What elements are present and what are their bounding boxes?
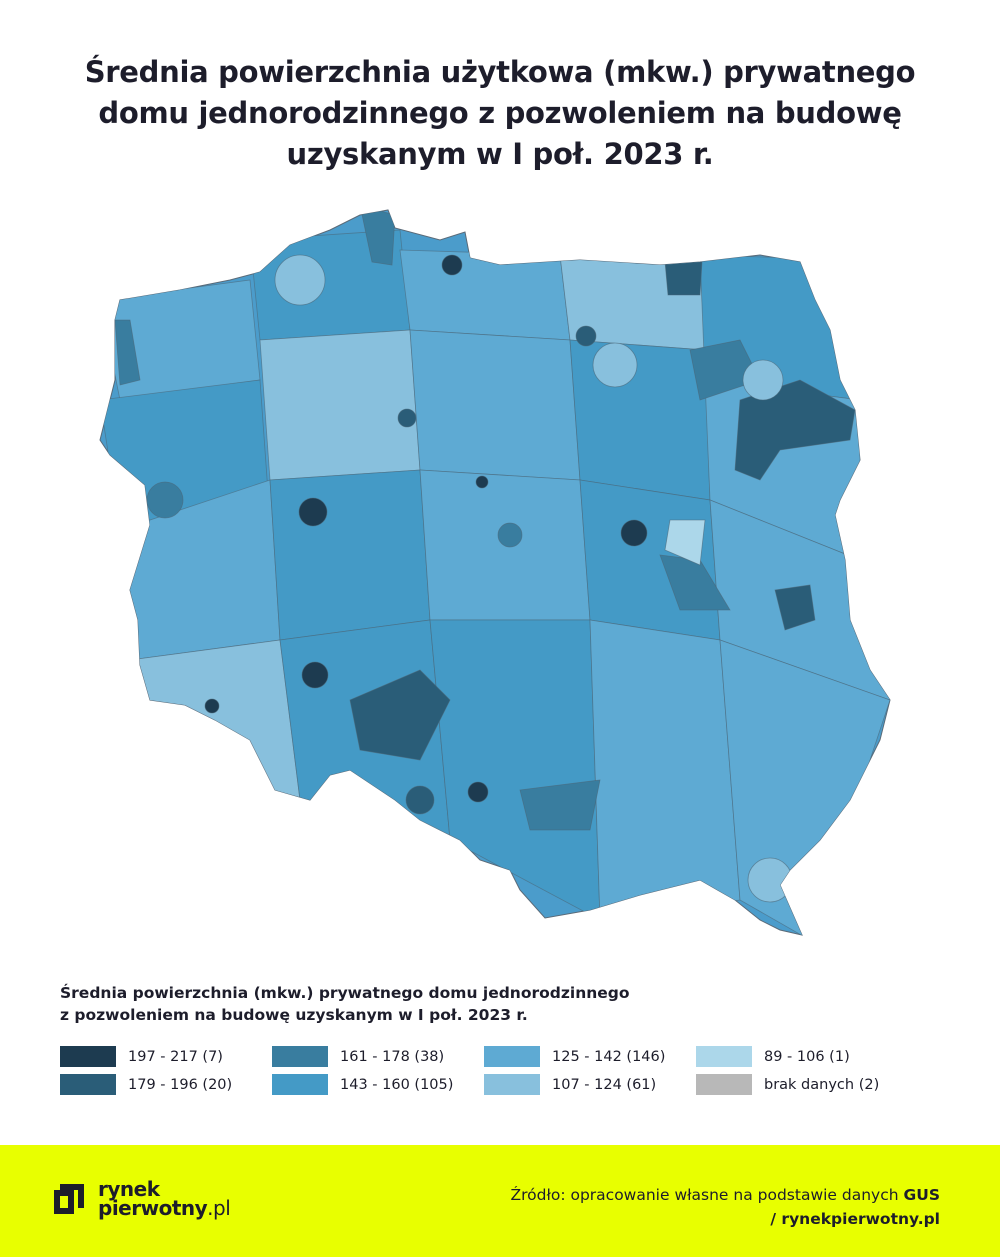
region	[259, 329, 421, 481]
legend-item: 197 - 217 (7)	[60, 1044, 272, 1069]
region	[747, 857, 793, 903]
legend-title-line: Średnia powierzchnia (mkw.) prywatnego d…	[60, 984, 630, 1002]
region	[589, 619, 741, 921]
region	[497, 522, 523, 548]
title: Średnia powierzchnia użytkowa (mkw.) pry…	[0, 52, 1000, 175]
legend-swatch	[60, 1074, 116, 1095]
region	[114, 319, 141, 386]
footer: rynek pierwotny.pl Źródło: opracowanie w…	[0, 1145, 1000, 1257]
map	[99, 209, 891, 936]
region	[399, 249, 571, 341]
city	[441, 254, 463, 276]
legend-item: 125 - 142 (146)	[484, 1044, 696, 1069]
region	[269, 469, 431, 641]
region	[519, 779, 601, 831]
city	[397, 408, 417, 428]
logo-icon	[54, 1184, 84, 1214]
legend-swatch	[272, 1074, 328, 1095]
legend-swatch	[484, 1046, 540, 1067]
region	[734, 379, 856, 481]
legend: Średnia powierzchnia (mkw.) prywatnego d…	[60, 982, 940, 1097]
region	[664, 519, 706, 566]
region	[569, 339, 711, 501]
source: Źródło: opracowanie własne na podstawie …	[510, 1183, 940, 1231]
region	[742, 359, 784, 401]
city	[467, 781, 489, 803]
logo: rynek pierwotny.pl	[52, 1177, 231, 1220]
city	[620, 519, 648, 547]
source-bold: GUS	[903, 1186, 940, 1204]
city	[575, 325, 597, 347]
legend-item: 179 - 196 (20)	[60, 1072, 272, 1097]
region	[359, 210, 396, 266]
site: / rynekpierwotny.pl	[770, 1210, 940, 1228]
region	[129, 639, 301, 801]
legend-label: 107 - 124 (61)	[552, 1076, 657, 1093]
legend-item: 89 - 106 (1)	[696, 1044, 908, 1069]
legend-label: 143 - 160 (105)	[340, 1076, 454, 1093]
city	[475, 475, 489, 489]
region	[429, 619, 601, 921]
region	[774, 584, 816, 631]
legend-title: Średnia powierzchnia (mkw.) prywatnego d…	[60, 982, 940, 1026]
region	[409, 329, 581, 481]
legend-label: 161 - 178 (38)	[340, 1048, 445, 1065]
legend-item: 107 - 124 (61)	[484, 1072, 696, 1097]
legend-swatch	[484, 1074, 540, 1095]
city	[301, 661, 329, 689]
legend-item: 161 - 178 (38)	[272, 1044, 484, 1069]
title-line: uzyskanym w I poł. 2023 r.	[286, 137, 714, 171]
title-line: Średnia powierzchnia użytkowa (mkw.) pry…	[84, 55, 916, 89]
city	[298, 497, 328, 527]
logo-bottom: pierwotny	[98, 1196, 208, 1220]
legend-title-line: z pozwoleniem na budowę uzyskanym w I po…	[60, 1006, 528, 1024]
districts	[100, 210, 890, 935]
legend-swatch	[696, 1074, 752, 1095]
legend-item: brak danych (2)	[696, 1072, 908, 1097]
legend-label: 125 - 142 (146)	[552, 1048, 666, 1065]
region	[119, 479, 281, 661]
region	[405, 785, 435, 815]
legend-swatch	[272, 1046, 328, 1067]
legend-label: 179 - 196 (20)	[128, 1076, 233, 1093]
legend-swatch	[696, 1046, 752, 1067]
region	[349, 669, 451, 761]
title-line: domu jednorodzinnego z pozwoleniem na bu…	[98, 96, 902, 130]
region	[146, 481, 184, 519]
region	[664, 261, 703, 296]
legend-swatch	[60, 1046, 116, 1067]
source-text: Źródło: opracowanie własne na podstawie …	[510, 1186, 899, 1204]
legend-label: brak danych (2)	[764, 1076, 880, 1093]
region	[592, 342, 638, 388]
logo-text: rynek pierwotny.pl	[98, 1177, 231, 1220]
region	[274, 254, 326, 306]
logo-suffix: .pl	[207, 1196, 231, 1220]
legend-label: 89 - 106 (1)	[764, 1048, 850, 1065]
legend-item: 143 - 160 (105)	[272, 1072, 484, 1097]
legend-label: 197 - 217 (7)	[128, 1048, 223, 1065]
logo-top: rynek	[98, 1177, 160, 1201]
city	[204, 698, 220, 714]
legend-items: 197 - 217 (7) 179 - 196 (20) 161 - 178 (38…	[60, 1044, 940, 1097]
